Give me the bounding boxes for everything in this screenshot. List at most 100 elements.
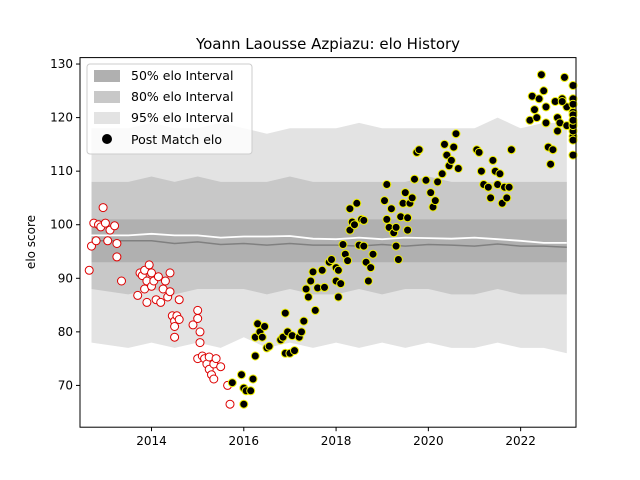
late-match-point <box>391 241 401 251</box>
early-match-point <box>91 236 101 246</box>
late-match-point <box>568 99 578 109</box>
late-match-point <box>502 193 512 203</box>
x-tick-label: 2018 <box>321 434 352 448</box>
legend-label-95: 95% elo Interval <box>131 110 233 125</box>
early-match-point <box>117 276 126 286</box>
late-match-point <box>407 193 417 203</box>
late-match-point <box>227 378 237 388</box>
late-match-point <box>327 255 336 264</box>
late-match-point <box>483 182 493 192</box>
late-match-point <box>338 240 348 249</box>
late-match-point <box>386 204 396 214</box>
early-match-point <box>211 354 221 364</box>
early-match-point <box>174 315 184 324</box>
early-match-point <box>165 268 175 278</box>
late-match-point <box>440 139 449 149</box>
x-tick-label: 2014 <box>136 434 167 448</box>
late-match-point <box>299 316 309 326</box>
y-tick-label: 80 <box>58 325 73 339</box>
late-match-point <box>536 70 546 80</box>
early-match-point <box>193 314 203 323</box>
late-match-point <box>553 126 562 136</box>
late-match-point <box>451 129 461 139</box>
late-match-point <box>486 193 496 203</box>
legend-swatch-50 <box>94 70 120 82</box>
early-match-point <box>174 295 184 305</box>
late-match-point <box>453 164 463 173</box>
late-match-point <box>530 105 539 115</box>
late-match-point <box>504 182 514 192</box>
late-match-point <box>380 196 389 206</box>
late-match-point <box>363 276 373 286</box>
late-match-point <box>237 370 246 380</box>
early-match-point <box>170 332 180 342</box>
late-match-point <box>430 196 440 206</box>
late-match-point <box>260 322 270 331</box>
median-line <box>91 240 567 248</box>
late-match-point <box>320 282 329 292</box>
y-tick-label: 70 <box>58 378 73 392</box>
early-match-point <box>103 236 113 246</box>
x-axis-ticks: 2014 2016 2018 2020 2022 <box>136 427 536 448</box>
late-match-point <box>446 155 456 165</box>
early-match-point <box>98 203 108 213</box>
late-match-point <box>303 292 313 302</box>
late-match-point <box>290 346 299 356</box>
late-match-point <box>382 180 392 189</box>
late-match-point <box>532 113 542 123</box>
x-tick-label: 2020 <box>413 434 444 448</box>
late-match-point <box>548 145 558 155</box>
early-match-point <box>216 362 226 372</box>
late-match-point <box>333 265 343 275</box>
early-match-point <box>112 252 122 262</box>
late-match-point <box>495 169 505 179</box>
late-match-point <box>437 169 447 179</box>
late-match-point <box>541 102 551 112</box>
late-match-point <box>250 351 260 361</box>
plot-frame <box>79 57 577 428</box>
late-match-point <box>403 225 413 235</box>
late-match-point <box>239 399 249 409</box>
late-match-point <box>308 267 318 277</box>
interval-lines <box>91 232 567 248</box>
legend: 50% elo Interval 80% elo Interval 95% el… <box>86 63 253 155</box>
early-match-point <box>84 265 94 275</box>
early-match-point <box>144 260 154 270</box>
band-50-interval <box>91 219 567 263</box>
early-match-point <box>100 218 110 228</box>
late-match-point <box>297 327 306 337</box>
late-match-point <box>248 374 258 384</box>
late-match-point <box>476 166 486 176</box>
late-match-point <box>560 72 569 82</box>
late-match-point <box>336 279 346 289</box>
x-tick-label: 2022 <box>505 434 536 448</box>
early-match-point <box>225 399 235 409</box>
mean-line <box>91 232 567 244</box>
late-match-point <box>414 145 424 155</box>
late-match-point <box>246 386 256 396</box>
late-match-point <box>317 265 327 275</box>
early-match-point <box>112 239 122 248</box>
late-match-point <box>301 284 311 294</box>
early-match-point <box>147 268 156 278</box>
y-tick-label: 120 <box>50 111 73 125</box>
early-match-point <box>170 322 180 331</box>
late-match-point <box>541 118 551 128</box>
legend-label-post-match: Post Match elo <box>131 132 222 147</box>
early-match-point <box>156 297 166 307</box>
late-match-point <box>382 214 392 224</box>
early-match-point <box>153 272 163 282</box>
late-match-point <box>488 155 498 165</box>
chart-title: Yoann Laousse Azpiazu: elo History <box>195 35 460 53</box>
late-match-point <box>257 332 267 342</box>
late-match-point <box>449 142 459 152</box>
late-match-point <box>306 276 316 286</box>
y-tick-label: 100 <box>50 218 73 232</box>
late-match-point <box>410 174 419 184</box>
late-match-point <box>568 135 578 145</box>
late-match-point <box>506 145 516 155</box>
late-match-point <box>359 241 369 251</box>
early-match-point <box>195 327 205 337</box>
early-match-point <box>110 221 120 231</box>
